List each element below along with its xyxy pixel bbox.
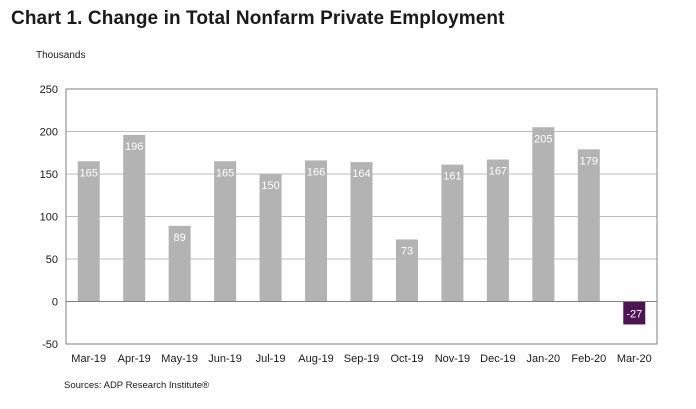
x-tick-label: Oct-19 (390, 353, 423, 365)
data-label: 165 (80, 167, 98, 179)
x-tick-label: Mar-20 (617, 353, 652, 365)
bar-Jun-19 (214, 161, 237, 302)
y-tick-label: 0 (52, 297, 58, 309)
data-label: 73 (401, 245, 413, 257)
bar-Feb-20 (577, 149, 600, 302)
x-tick-label: Jul-19 (256, 353, 286, 365)
bars (77, 127, 646, 325)
x-tick-label: May-19 (161, 353, 198, 365)
x-tick-label: Jun-19 (208, 353, 242, 365)
bar-Jul-19 (259, 174, 282, 302)
data-label: 150 (261, 180, 279, 192)
y-tick-label: 150 (40, 169, 58, 181)
data-label: 179 (580, 155, 598, 167)
bar-Mar-19 (77, 161, 100, 302)
source-note: Sources: ADP Research Institute® (64, 380, 210, 391)
data-label: 205 (534, 133, 552, 145)
data-label: 167 (489, 166, 507, 178)
y-axis-unit-label: Thousands (36, 50, 86, 61)
y-tick-label: 50 (46, 254, 58, 266)
bar-May-19 (168, 225, 191, 302)
data-label: -27 (626, 309, 642, 321)
y-tick-label: 250 (40, 84, 58, 96)
data-label: 166 (307, 166, 325, 178)
plot-area-border (65, 88, 658, 345)
bar-Mar-20 (623, 301, 646, 325)
y-tick-label: 100 (40, 212, 58, 224)
x-tick-label: Jan-20 (527, 353, 561, 365)
labels: -50 0 50 100 150 200 250 165 Mar-19 196 Apr-19 89 Ma… (40, 84, 652, 365)
bar-Jan-20 (532, 127, 555, 302)
x-tick-label: Aug-19 (298, 353, 333, 365)
x-tick-label: Feb-20 (571, 353, 606, 365)
bar-Sep-19 (350, 162, 373, 302)
data-label: 165 (216, 167, 234, 179)
y-tick-label: -50 (42, 339, 58, 351)
data-label: 196 (125, 141, 143, 153)
x-tick-label: Nov-19 (435, 353, 470, 365)
data-label: 89 (174, 232, 186, 244)
data-label: 161 (443, 171, 461, 183)
x-tick-label: Sep-19 (344, 353, 379, 365)
chart-title: Chart 1. Change in Total Nonfarm Private… (11, 8, 505, 29)
y-tick-label: 200 (40, 127, 58, 139)
axes (65, 88, 658, 345)
x-tick-label: Apr-19 (118, 353, 151, 365)
bar-Apr-19 (123, 134, 146, 302)
bar-Oct-19 (395, 239, 418, 302)
x-tick-label: Mar-19 (71, 353, 106, 365)
bar-Nov-19 (441, 164, 464, 302)
x-tick-label: Dec-19 (480, 353, 515, 365)
bar-Aug-19 (305, 160, 328, 302)
data-label: 164 (352, 168, 370, 180)
bar-Dec-19 (486, 159, 509, 302)
